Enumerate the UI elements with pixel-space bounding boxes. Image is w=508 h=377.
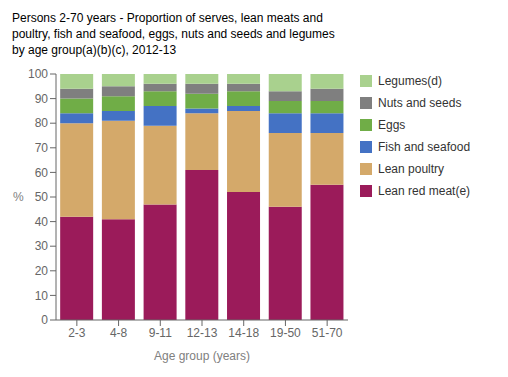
html-text:Fish and seafood: Fish and seafood	[378, 140, 471, 154]
svg-text:%: %	[13, 190, 24, 204]
html-text:Persons 2-70 years - Proportio: Persons 2-70 years - Proportion of serve…	[12, 11, 323, 25]
html-text:Lean poultry: Lean poultry	[378, 162, 444, 176]
svg-text:14-18: 14-18	[228, 326, 259, 340]
svg-text:2-3: 2-3	[68, 326, 86, 340]
svg-text:70: 70	[35, 141, 49, 155]
svg-text:90: 90	[35, 92, 49, 106]
svg-text:30: 30	[35, 239, 49, 253]
svg-text:19-50: 19-50	[270, 326, 301, 340]
html-text:poultry, fish and seafood, egg: poultry, fish and seafood, eggs, nuts an…	[12, 27, 335, 41]
svg-text:10: 10	[35, 289, 49, 303]
html-text:Legumes(d): Legumes(d)	[378, 74, 442, 88]
svg-text:20: 20	[35, 264, 49, 278]
svg-text:12-13: 12-13	[187, 326, 218, 340]
svg-text:60: 60	[35, 166, 49, 180]
html-text:by age group(a)(b)(c), 2012-13: by age group(a)(b)(c), 2012-13	[12, 43, 177, 57]
svg-text:Age group (years): Age group (years)	[154, 349, 250, 363]
svg-text:50: 50	[35, 190, 49, 204]
svg-text:51-70: 51-70	[312, 326, 343, 340]
svg-text:80: 80	[35, 116, 49, 130]
html-text:Eggs: Eggs	[378, 118, 406, 132]
html-text:Nuts and seeds: Nuts and seeds	[378, 96, 462, 110]
svg-text:100: 100	[28, 67, 48, 81]
svg-text:4-8: 4-8	[110, 326, 128, 340]
svg-text:40: 40	[35, 215, 49, 229]
svg-text:0: 0	[41, 313, 48, 327]
svg-text:9-11: 9-11	[149, 326, 172, 340]
html-text:Lean red meat(e): Lean red meat(e)	[378, 184, 471, 198]
